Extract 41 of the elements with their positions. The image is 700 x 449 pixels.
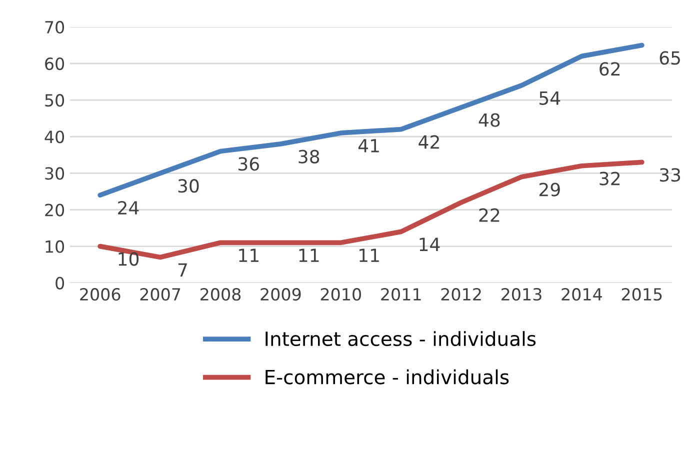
data-label: 32: [600, 172, 620, 186]
data-label: 11: [360, 248, 379, 262]
y-tick-label: 0: [56, 276, 64, 290]
data-label: 7: [178, 263, 187, 277]
x-tick-label: 2006: [80, 288, 120, 301]
data-label: 24: [118, 200, 139, 214]
data-label: 10: [118, 252, 139, 266]
x-tick-label: 2015: [622, 288, 662, 301]
data-label: 42: [418, 135, 439, 149]
x-tick-label: 2010: [320, 288, 361, 301]
data-label: 11: [299, 248, 319, 262]
data-label: 36: [238, 157, 260, 171]
data-label: 29: [539, 182, 560, 196]
x-tick-label: 2009: [260, 288, 301, 301]
x-tick-label: 2014: [562, 288, 602, 301]
y-tick-label: 70: [45, 20, 64, 34]
y-tick-label: 40: [44, 130, 64, 144]
legend-label: E-commerce - individuals: [266, 369, 509, 384]
x-tick-label: 2011: [381, 288, 421, 301]
x-tick-label: 2007: [140, 288, 180, 301]
y-tick-label: 60: [45, 57, 64, 70]
x-tick-label: 2012: [441, 288, 481, 301]
y-tick-label: 50: [45, 94, 64, 107]
data-label: 54: [540, 92, 560, 105]
data-label: 62: [600, 62, 620, 76]
data-label: 41: [358, 139, 379, 152]
x-tick-label: 2008: [200, 288, 241, 301]
y-tick-label: 20: [45, 204, 64, 216]
y-tick-label: 30: [45, 167, 64, 180]
data-label: 11: [239, 248, 258, 262]
data-label: 33: [660, 168, 680, 182]
data-label: 30: [178, 179, 199, 193]
x-tick-label: 2013: [502, 288, 542, 301]
data-label: 65: [660, 51, 680, 65]
legend-label: Internet access - individuals: [266, 331, 536, 346]
data-label: 22: [479, 208, 500, 222]
data-label: 38: [298, 150, 320, 164]
y-tick-label: 10: [46, 240, 64, 253]
data-label: 48: [478, 113, 500, 127]
data-label: 14: [420, 238, 440, 251]
line-series: [98, 42, 644, 198]
